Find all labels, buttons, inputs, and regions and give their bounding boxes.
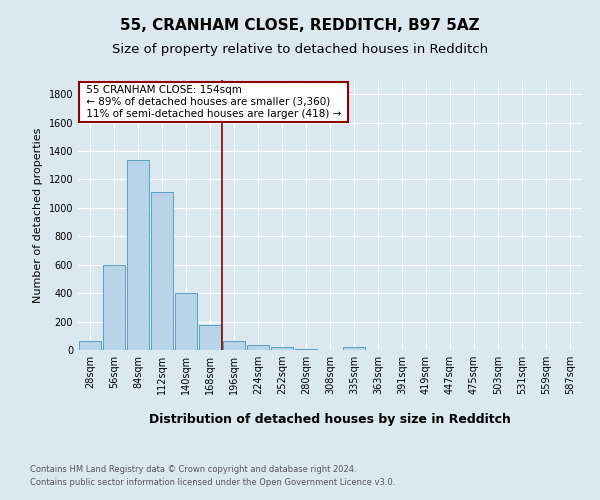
Bar bbox=[151, 192, 173, 350]
Text: Distribution of detached houses by size in Redditch: Distribution of detached houses by size … bbox=[149, 412, 511, 426]
Y-axis label: Number of detached properties: Number of detached properties bbox=[33, 128, 43, 302]
Bar bbox=[127, 160, 149, 350]
Bar bbox=[103, 264, 125, 350]
Bar bbox=[175, 293, 197, 350]
Bar bbox=[271, 347, 293, 350]
Text: 55 CRANHAM CLOSE: 154sqm
 ← 89% of detached houses are smaller (3,360)
 11% of s: 55 CRANHAM CLOSE: 154sqm ← 89% of detach… bbox=[83, 86, 344, 118]
Bar bbox=[223, 341, 245, 350]
Bar bbox=[199, 325, 221, 350]
Bar bbox=[343, 347, 365, 350]
Text: Size of property relative to detached houses in Redditch: Size of property relative to detached ho… bbox=[112, 42, 488, 56]
Bar bbox=[247, 345, 269, 350]
Text: Contains public sector information licensed under the Open Government Licence v3: Contains public sector information licen… bbox=[30, 478, 395, 487]
Text: Contains HM Land Registry data © Crown copyright and database right 2024.: Contains HM Land Registry data © Crown c… bbox=[30, 466, 356, 474]
Bar bbox=[79, 342, 101, 350]
Text: 55, CRANHAM CLOSE, REDDITCH, B97 5AZ: 55, CRANHAM CLOSE, REDDITCH, B97 5AZ bbox=[120, 18, 480, 32]
